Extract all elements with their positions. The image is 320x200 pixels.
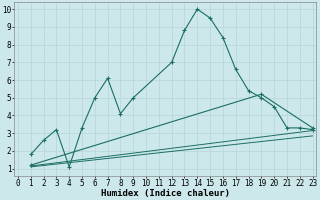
X-axis label: Humidex (Indice chaleur): Humidex (Indice chaleur) bbox=[101, 189, 230, 198]
